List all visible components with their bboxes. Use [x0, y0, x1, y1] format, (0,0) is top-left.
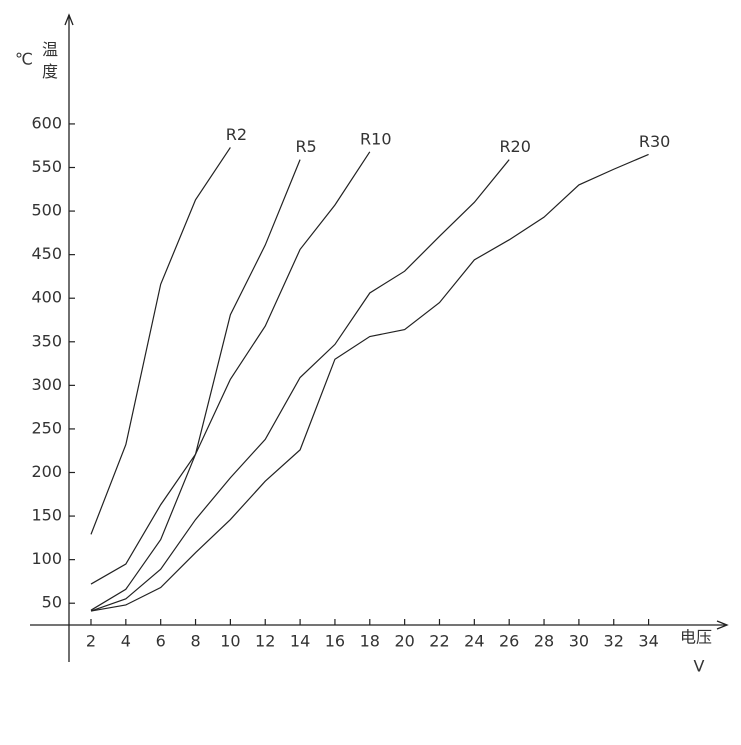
x-tick-label: 16 — [325, 632, 345, 651]
y-tick-label: 150 — [31, 506, 62, 525]
y-tick-label: 250 — [31, 418, 62, 437]
series-label: R30 — [639, 132, 670, 151]
y-tick-label: 550 — [31, 157, 62, 176]
y-axis-label-1: 温度 — [42, 40, 58, 81]
y-tick-label: 450 — [31, 244, 62, 263]
x-tick-label: 14 — [290, 632, 310, 651]
x-tick-label: 4 — [121, 632, 131, 651]
x-tick-label: 10 — [220, 632, 240, 651]
y-tick-label: 100 — [31, 549, 62, 568]
y-tick-label: 200 — [31, 462, 62, 481]
x-axis-arrow — [716, 620, 729, 630]
y-tick-label: 500 — [31, 201, 62, 220]
x-tick-label: 32 — [604, 632, 624, 651]
series-label: R10 — [360, 129, 391, 148]
y-tick-label: 400 — [31, 288, 62, 307]
series-label: R2 — [226, 125, 247, 144]
x-tick-label: 22 — [429, 632, 449, 651]
x-tick-label: 2 — [86, 632, 96, 651]
line-series — [90, 147, 231, 535]
y-axis-arrow — [64, 13, 74, 26]
line-series — [90, 151, 371, 585]
x-tick-label: 26 — [499, 632, 519, 651]
y-tick-label: 350 — [31, 331, 62, 350]
line-series — [90, 153, 649, 612]
x-unit: V — [694, 657, 705, 676]
x-tick-label: 6 — [156, 632, 166, 651]
x-tick-label: 24 — [464, 632, 484, 651]
y-tick-label: 600 — [31, 113, 62, 132]
x-tick-label: 8 — [190, 632, 200, 651]
x-tick-label: 18 — [360, 632, 380, 651]
x-tick-label: 28 — [534, 632, 554, 651]
x-tick-label: 30 — [569, 632, 589, 651]
series-label: R20 — [499, 137, 530, 156]
series-label: R5 — [295, 137, 316, 156]
line-series — [90, 159, 301, 611]
x-tick-label: 34 — [638, 632, 658, 651]
x-axis-label: 电压 — [680, 628, 712, 647]
x-tick-label: 20 — [394, 632, 414, 651]
x-tick-label: 12 — [255, 632, 275, 651]
line-series — [90, 159, 510, 612]
y-tick-label: 50 — [42, 593, 62, 612]
y-unit: ℃ — [15, 50, 33, 69]
y-tick-label: 300 — [31, 375, 62, 394]
